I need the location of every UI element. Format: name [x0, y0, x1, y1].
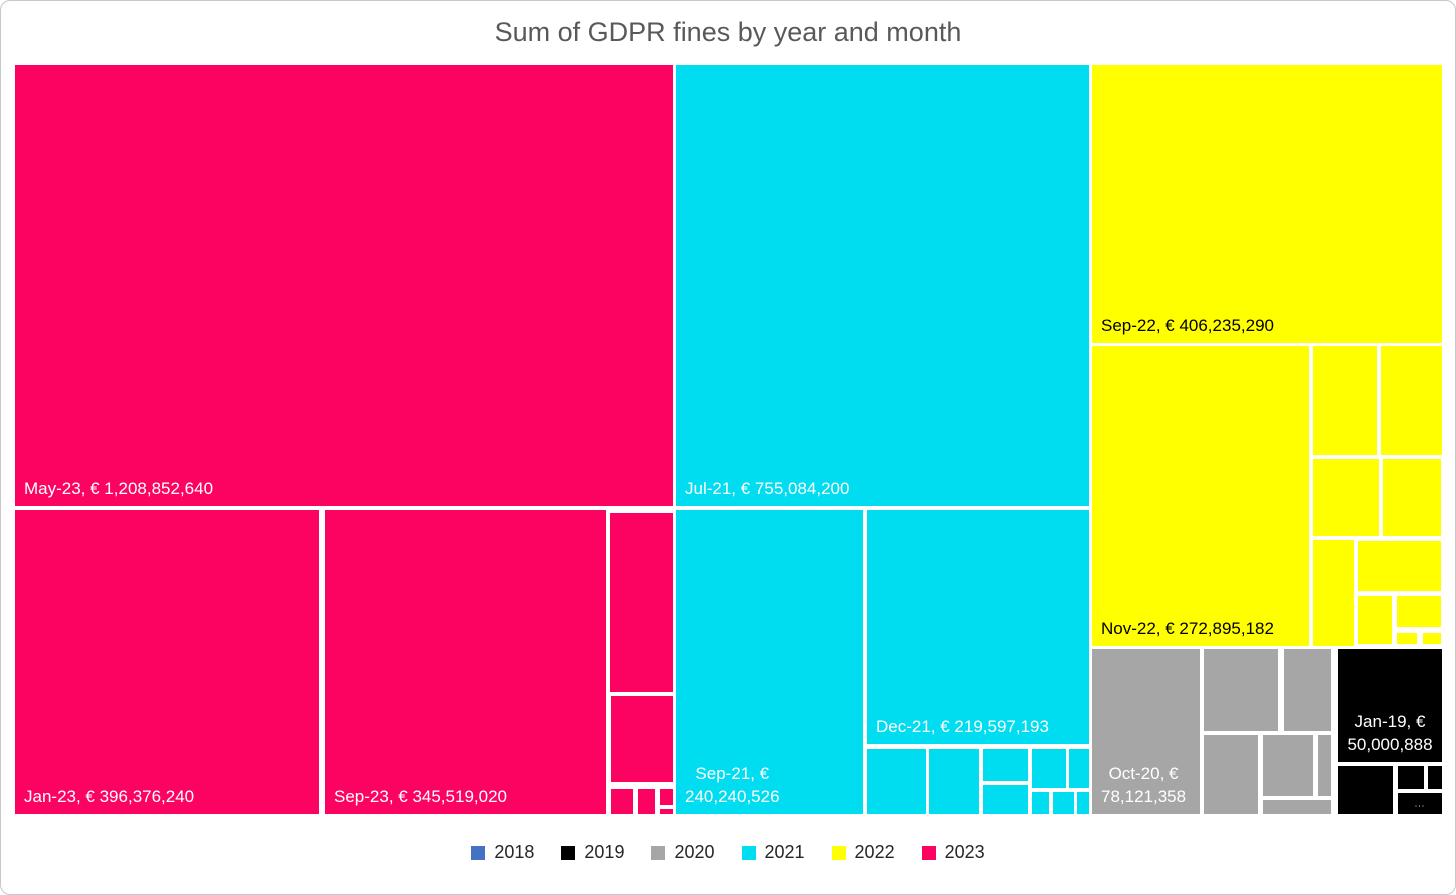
legend-swatch-2022	[831, 845, 846, 860]
tile-label-sep-23: Sep-23, € 345,519,020	[334, 786, 507, 806]
tile-2022-s4[interactable]	[1383, 459, 1441, 536]
tile-2022-s3[interactable]	[1313, 459, 1379, 536]
tile-2022-s9[interactable]	[1397, 633, 1417, 644]
chart-title: Sum of GDPR fines by year and month	[494, 17, 962, 47]
tile-2020-s2[interactable]	[1284, 649, 1331, 731]
tile-2020-s4[interactable]	[1263, 735, 1313, 796]
tile-2023-s4[interactable]	[638, 789, 655, 814]
tile-2022-s5[interactable]	[1313, 540, 1354, 646]
legend-swatch-2019	[561, 845, 576, 860]
legend-label-2021: 2021	[764, 842, 805, 862]
tile-2022-s2[interactable]	[1381, 346, 1442, 455]
tile-2023-s2[interactable]	[611, 696, 673, 782]
tile-label-jan-23: Jan-23, € 396,376,240	[24, 786, 195, 806]
tile-label-jan-19: Jan-19, € 50,000,888	[1347, 712, 1433, 754]
tile-dec-21[interactable]: Dec-21, € 219,597,193	[867, 510, 1089, 744]
legend-label-2023: 2023	[944, 842, 985, 862]
tile-2019-s1[interactable]	[1338, 766, 1393, 814]
tile-2022-s1[interactable]	[1313, 346, 1377, 455]
tile-2022-s6[interactable]	[1358, 541, 1441, 591]
legend-label-2022: 2022	[854, 842, 895, 862]
tile-sep-21[interactable]: Sep-21, € 240,240,526	[676, 510, 863, 814]
tile-2023-s1[interactable]	[610, 513, 673, 692]
tile-label-nov-22: Nov-22, € 272,895,182	[1101, 618, 1274, 638]
legend-swatch-2021	[741, 845, 756, 860]
tile-2021-s9[interactable]	[1077, 792, 1089, 814]
tile-label-oct-20: Oct-20, € 78,121,358	[1101, 764, 1187, 806]
tile-2021-s8[interactable]	[1053, 792, 1074, 814]
legend-item-2021[interactable]: 2021	[741, 842, 805, 863]
legend-item-2020[interactable]: 2020	[651, 842, 715, 863]
tile-jan-19[interactable]: Jan-19, € 50,000,888	[1338, 649, 1442, 762]
tile-2021-s6[interactable]	[1069, 749, 1089, 788]
tile-sep-23[interactable]: Sep-23, € 345,519,020	[325, 510, 606, 814]
tile-label-dec-21: Dec-21, € 219,597,193	[876, 716, 1049, 736]
tile-2020-s3[interactable]	[1204, 735, 1258, 814]
tile-label-sep-22: Sep-22, € 406,235,290	[1101, 315, 1274, 335]
tile-jan-23[interactable]: Jan-23, € 396,376,240	[15, 510, 319, 814]
tile-may-23[interactable]: May-23, € 1,208,852,640	[15, 65, 673, 506]
tile-2022-s7[interactable]	[1358, 596, 1392, 644]
legend-item-2023[interactable]: 2023	[921, 842, 985, 863]
tile-2020-s1[interactable]	[1204, 649, 1278, 731]
legend-label-2018: 2018	[494, 842, 535, 862]
tile-oct-20[interactable]: Oct-20, € 78,121,358	[1092, 649, 1200, 814]
tile-nov-22[interactable]: Nov-22, € 272,895,182	[1092, 346, 1309, 646]
legend: 2018 2019 2020 2021 2022 2023	[1, 842, 1455, 863]
legend-item-2018[interactable]: 2018	[471, 842, 534, 863]
legend-swatch-2020	[651, 845, 666, 860]
tile-2021-s7[interactable]	[1032, 792, 1049, 814]
tile-label-2019-s4: ...	[1414, 798, 1426, 808]
tile-2021-s4[interactable]	[983, 785, 1028, 814]
legend-swatch-2018	[471, 845, 486, 860]
tile-jul-21[interactable]: Jul-21, € 755,084,200	[676, 65, 1089, 506]
tile-2021-s1[interactable]	[867, 749, 926, 814]
tile-2021-s2[interactable]	[929, 749, 979, 814]
tile-2020-s6[interactable]	[1263, 800, 1331, 814]
legend-swatch-2023	[921, 845, 936, 860]
tile-2023-s3[interactable]	[611, 789, 633, 814]
tile-2019-s3[interactable]	[1428, 766, 1442, 789]
tile-label-jul-21: Jul-21, € 755,084,200	[685, 478, 850, 498]
tile-2021-s3[interactable]	[983, 749, 1028, 781]
tile-2023-s5[interactable]	[660, 789, 673, 805]
tile-label-may-23: May-23, € 1,208,852,640	[24, 478, 214, 498]
legend-item-2019[interactable]: 2019	[561, 842, 624, 863]
tile-sep-22[interactable]: Sep-22, € 406,235,290	[1092, 65, 1442, 343]
tile-label-sep-21: Sep-21, € 240,240,526	[685, 764, 780, 806]
tile-2021-s5[interactable]	[1032, 749, 1066, 788]
tile-2020-s5[interactable]	[1318, 735, 1331, 796]
legend-label-2019: 2019	[584, 842, 625, 862]
tile-2023-s6[interactable]	[660, 809, 673, 814]
legend-item-2022[interactable]: 2022	[831, 842, 895, 863]
tile-2019-s2[interactable]	[1398, 766, 1424, 789]
legend-label-2020: 2020	[674, 842, 715, 862]
tile-2022-s10[interactable]	[1423, 633, 1441, 644]
tile-2022-s8[interactable]	[1397, 596, 1441, 627]
tile-2019-s4[interactable]: ...	[1398, 793, 1442, 814]
